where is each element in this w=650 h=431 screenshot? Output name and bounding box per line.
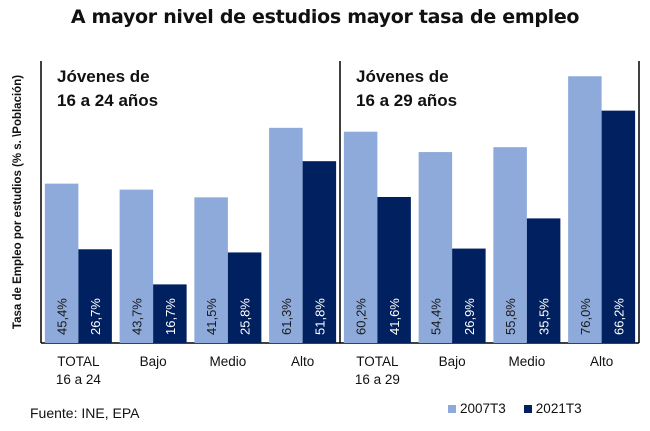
bar-2007t3 <box>568 76 602 344</box>
legend: 2007T3 2021T3 <box>448 401 582 416</box>
legend-item-2007t3: 2007T3 <box>448 401 506 416</box>
bar-2007t3 <box>44 183 79 343</box>
category-label: TOTAL <box>57 354 100 369</box>
panel-label-line2: 16 a 24 años <box>57 91 158 110</box>
panel-label-line1: Jóvenes de <box>57 67 150 86</box>
labels: Jóvenes de 16 a 24 años 45,4% 26,7% TOTAL 16 … <box>55 67 627 387</box>
bar-2021t3 <box>227 252 262 343</box>
bar-2007t3 <box>119 189 154 343</box>
bar-2021t3 <box>78 249 112 343</box>
bar-2021t3 <box>601 110 636 343</box>
category-label: Alto <box>291 354 314 369</box>
data-label: 16,7% <box>163 298 178 335</box>
legend-swatch-2021t3 <box>523 404 532 413</box>
data-label: 41,6% <box>387 298 402 335</box>
category-label: Alto <box>590 354 613 369</box>
bar-2007t3 <box>493 147 527 343</box>
source-note: Fuente: INE, EPA <box>30 405 140 421</box>
data-label: 54,4% <box>428 298 443 335</box>
category-label: Medio <box>508 354 545 369</box>
panel-label-line2: 16 a 29 años <box>356 91 457 110</box>
data-label: 45,4% <box>55 298 70 335</box>
panel-label-line1: Jóvenes de <box>356 67 449 86</box>
bar-2021t3 <box>377 196 411 343</box>
bar-2021t3 <box>526 218 561 343</box>
data-label: 51,8% <box>312 298 327 335</box>
data-label: 55,8% <box>503 298 518 335</box>
bar-2007t3 <box>343 131 378 343</box>
chart-title: A mayor nivel de estudios mayor tasa de … <box>70 6 580 28</box>
data-label: 66,2% <box>611 298 626 335</box>
category-label: Bajo <box>439 354 466 369</box>
category-label-line2: 16 a 29 <box>355 372 400 387</box>
y-axis-label: Tasa de Empleo por estudios (% s. \Pobla… <box>12 75 24 329</box>
data-label: 41,5% <box>204 298 219 335</box>
category-label: Bajo <box>140 354 167 369</box>
category-label: TOTAL <box>356 354 399 369</box>
data-label: 25,8% <box>238 298 253 335</box>
bar-2021t3 <box>302 161 337 343</box>
data-label: 61,3% <box>279 298 294 335</box>
bar-2007t3 <box>269 127 303 343</box>
data-label: 60,2% <box>354 298 369 335</box>
data-label: 43,7% <box>129 298 144 335</box>
legend-label-2021t3: 2021T3 <box>535 401 582 416</box>
category-label-line2: 16 a 24 <box>56 372 102 387</box>
bar-2007t3 <box>418 152 453 343</box>
data-label: 76,0% <box>578 298 593 335</box>
legend-swatch-2007t3 <box>448 404 456 413</box>
legend-item-2021t3: 2021T3 <box>523 401 582 416</box>
data-label: 26,7% <box>88 298 103 335</box>
bars <box>44 76 636 344</box>
category-label: Medio <box>209 354 246 369</box>
bar-2021t3 <box>153 284 187 343</box>
legend-label-2007t3: 2007T3 <box>460 401 506 416</box>
bar-2021t3 <box>452 248 486 343</box>
bar-2007t3 <box>194 197 228 343</box>
data-label: 35,5% <box>537 298 552 335</box>
data-label: 26,9% <box>462 298 477 335</box>
